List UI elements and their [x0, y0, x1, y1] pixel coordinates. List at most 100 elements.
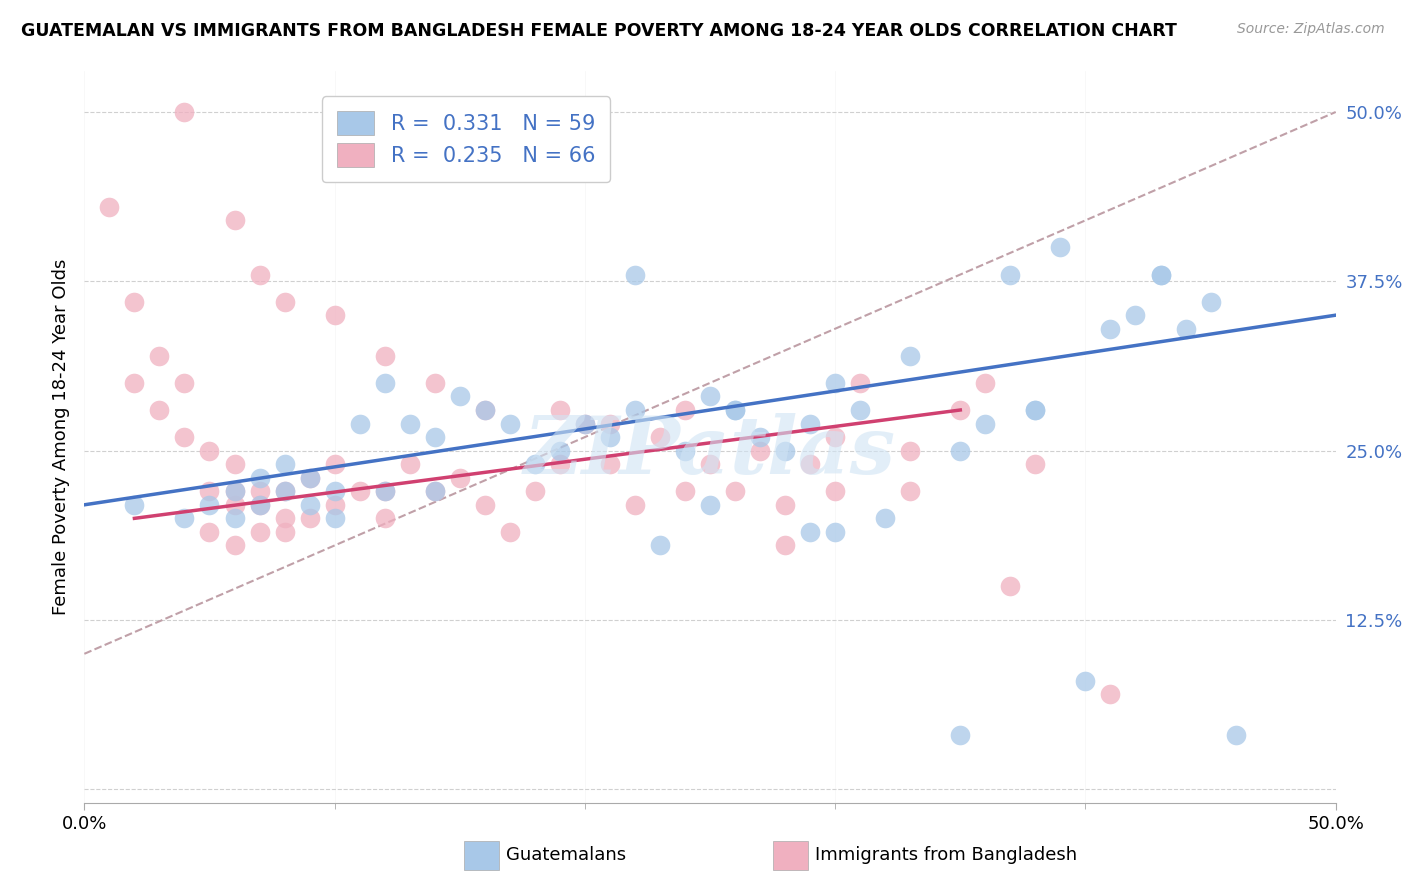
Point	[1049, 240, 1071, 254]
Point	[124, 294, 146, 309]
Point	[249, 498, 271, 512]
Point	[849, 403, 872, 417]
Point	[249, 524, 271, 539]
Point	[398, 457, 420, 471]
Point	[499, 524, 522, 539]
Point	[224, 457, 246, 471]
Point	[574, 159, 596, 173]
Point	[1199, 294, 1222, 309]
Point	[323, 457, 346, 471]
Point	[224, 484, 246, 499]
Point	[374, 484, 396, 499]
Point	[298, 471, 321, 485]
Point	[273, 457, 295, 471]
Point	[224, 511, 246, 525]
Point	[974, 417, 997, 431]
Point	[724, 403, 747, 417]
Point	[624, 268, 647, 282]
Point	[273, 294, 295, 309]
Point	[548, 403, 571, 417]
Point	[474, 403, 496, 417]
Text: GUATEMALAN VS IMMIGRANTS FROM BANGLADESH FEMALE POVERTY AMONG 18-24 YEAR OLDS CO: GUATEMALAN VS IMMIGRANTS FROM BANGLADESH…	[21, 22, 1177, 40]
Point	[1024, 403, 1046, 417]
Point	[249, 268, 271, 282]
Point	[574, 417, 596, 431]
Point	[849, 376, 872, 390]
Point	[1149, 268, 1171, 282]
Point	[224, 484, 246, 499]
Point	[1125, 308, 1147, 322]
Point	[224, 498, 246, 512]
Point	[523, 457, 546, 471]
Point	[773, 498, 796, 512]
Point	[724, 403, 747, 417]
Point	[574, 417, 596, 431]
Point	[298, 511, 321, 525]
Point	[824, 484, 846, 499]
Point	[898, 443, 921, 458]
Point	[599, 457, 621, 471]
Point	[1149, 268, 1171, 282]
Point	[1000, 268, 1022, 282]
Point	[1099, 688, 1122, 702]
Point	[749, 430, 772, 444]
Point	[824, 376, 846, 390]
Point	[648, 430, 671, 444]
Point	[1099, 322, 1122, 336]
Point	[898, 349, 921, 363]
Point	[374, 349, 396, 363]
Point	[423, 484, 446, 499]
Point	[398, 417, 420, 431]
Point	[773, 443, 796, 458]
Point	[423, 484, 446, 499]
Point	[173, 376, 195, 390]
Point	[1024, 457, 1046, 471]
Point	[173, 430, 195, 444]
Point	[949, 403, 972, 417]
Point	[124, 498, 146, 512]
Point	[173, 105, 195, 120]
Point	[224, 213, 246, 227]
Point	[799, 457, 821, 471]
Point	[273, 484, 295, 499]
Y-axis label: Female Poverty Among 18-24 Year Olds: Female Poverty Among 18-24 Year Olds	[52, 259, 70, 615]
Point	[249, 498, 271, 512]
Point	[249, 471, 271, 485]
Point	[699, 457, 721, 471]
Point	[374, 484, 396, 499]
Point	[648, 538, 671, 552]
Point	[474, 498, 496, 512]
Point	[323, 308, 346, 322]
Point	[523, 484, 546, 499]
Legend: R =  0.331   N = 59, R =  0.235   N = 66: R = 0.331 N = 59, R = 0.235 N = 66	[322, 96, 610, 182]
Point	[624, 403, 647, 417]
Point	[699, 498, 721, 512]
Point	[699, 389, 721, 403]
Point	[474, 403, 496, 417]
Point	[599, 430, 621, 444]
Point	[323, 511, 346, 525]
Point	[173, 511, 195, 525]
Point	[449, 471, 471, 485]
Point	[773, 538, 796, 552]
Point	[449, 389, 471, 403]
Point	[673, 443, 696, 458]
Point	[298, 498, 321, 512]
Point	[875, 511, 897, 525]
Point	[423, 430, 446, 444]
Point	[374, 376, 396, 390]
Text: Source: ZipAtlas.com: Source: ZipAtlas.com	[1237, 22, 1385, 37]
Point	[499, 417, 522, 431]
Point	[949, 728, 972, 742]
Point	[1024, 403, 1046, 417]
Point	[349, 417, 371, 431]
Point	[724, 484, 747, 499]
Point	[824, 524, 846, 539]
Point	[799, 417, 821, 431]
Point	[599, 417, 621, 431]
Point	[273, 484, 295, 499]
Point	[323, 498, 346, 512]
Point	[374, 511, 396, 525]
Point	[548, 443, 571, 458]
Point	[273, 524, 295, 539]
